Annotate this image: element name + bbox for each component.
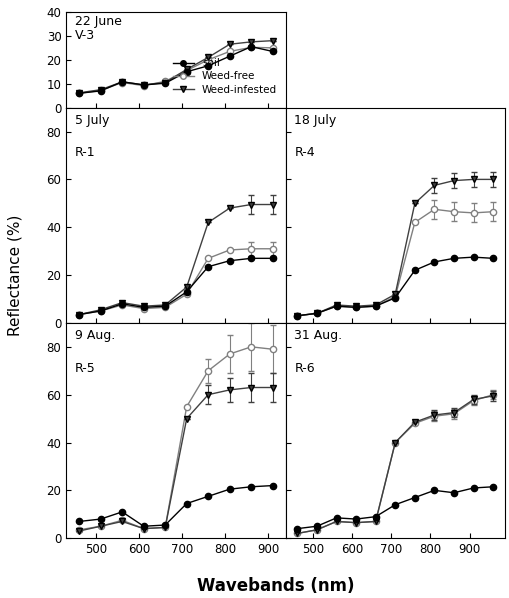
Text: 31 Aug.: 31 Aug. (294, 329, 342, 343)
Text: Wavebands (nm): Wavebands (nm) (196, 577, 353, 595)
Text: R-5: R-5 (75, 362, 96, 375)
Text: R-1: R-1 (75, 147, 96, 160)
Text: 5 July: 5 July (75, 114, 109, 127)
Text: V-3: V-3 (75, 29, 95, 42)
Text: 18 July: 18 July (294, 114, 336, 127)
Text: 22 June: 22 June (75, 15, 122, 28)
Text: R-6: R-6 (294, 362, 315, 375)
Text: 9 Aug.: 9 Aug. (75, 329, 115, 343)
Text: R-4: R-4 (294, 147, 315, 160)
Legend: soil, Weed-free, Weed-infested: soil, Weed-free, Weed-infested (169, 55, 280, 97)
Text: Reflectance (%): Reflectance (%) (8, 215, 23, 335)
